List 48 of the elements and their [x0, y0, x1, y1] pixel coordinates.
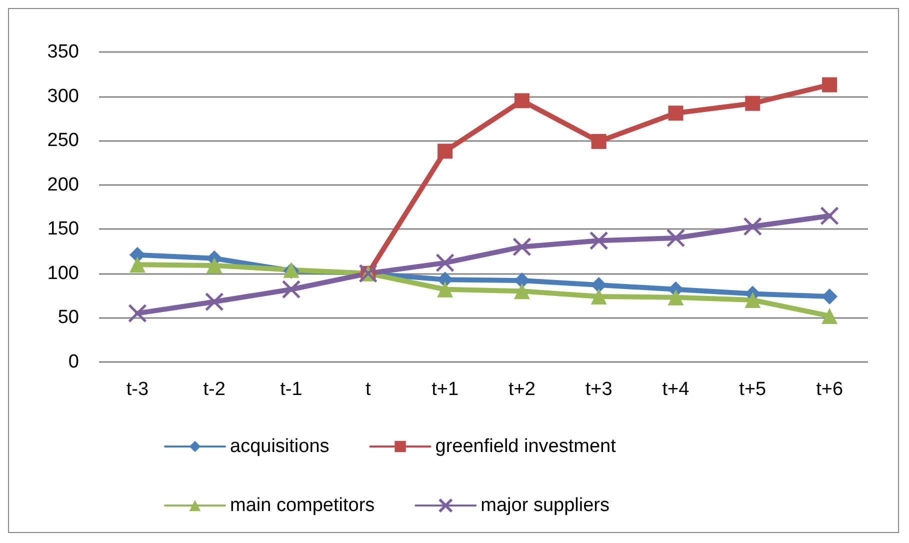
point: [590, 276, 607, 293]
y-tick-label: 250: [47, 130, 79, 152]
y-tick-label: 150: [47, 218, 79, 240]
point: [822, 77, 838, 92]
point: [590, 232, 608, 250]
point: [514, 93, 530, 108]
x-tick-label: t+2: [508, 379, 536, 400]
x-tick-label: t+4: [662, 379, 690, 400]
point: [744, 292, 761, 308]
point: [282, 280, 300, 298]
x-tick-label: t-2: [203, 379, 226, 400]
point: [744, 218, 762, 236]
x-tick-label: t+5: [739, 379, 766, 400]
point: [206, 257, 222, 274]
point: [822, 308, 838, 324]
y-tick-label: 50: [58, 307, 79, 328]
x-tick-label: t+1: [432, 379, 459, 400]
x-tick-label: t: [366, 379, 372, 400]
point: [745, 96, 760, 111]
y-tick-label: 0: [68, 352, 79, 372]
legend-label: greenfield investment: [435, 436, 617, 457]
point: [129, 256, 146, 273]
legend-label: main competitors: [230, 495, 375, 516]
point: [438, 144, 453, 159]
point: [436, 254, 454, 272]
x-tick-label: t+6: [816, 379, 844, 400]
point: [822, 288, 838, 304]
x-tick-label: t+3: [585, 379, 612, 400]
legend-label: major suppliers: [480, 495, 610, 516]
point: [591, 134, 606, 149]
y-tick-label: 200: [47, 174, 79, 196]
y-tick-label: 100: [47, 262, 79, 284]
x-tick-label: t-1: [280, 379, 302, 400]
point: [668, 289, 684, 306]
point: [514, 283, 530, 300]
point: [668, 106, 684, 121]
x-tick-label: t-3: [126, 379, 149, 400]
point: [667, 229, 684, 247]
y-tick-label: 350: [47, 42, 79, 62]
point: [590, 288, 607, 304]
point: [206, 293, 224, 311]
y-tick-label: 300: [47, 86, 79, 107]
point: [437, 281, 454, 298]
point: [820, 207, 838, 225]
point: [128, 304, 146, 322]
point: [513, 238, 531, 256]
chart-frame: 0 50 100 150 200 250 300 350 t-3 t-2 t-1 t t+1 t+2 t+3 t+4 t+5 t+6 acquisitions greenfield investment main competitors major suppliers: [8, 8, 899, 533]
legend-label: acquisitions: [230, 436, 330, 457]
